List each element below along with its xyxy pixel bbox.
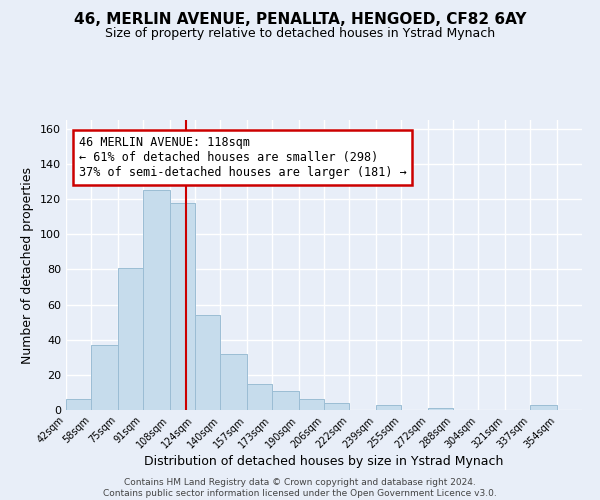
Text: Contains HM Land Registry data © Crown copyright and database right 2024.
Contai: Contains HM Land Registry data © Crown c…: [103, 478, 497, 498]
X-axis label: Distribution of detached houses by size in Ystrad Mynach: Distribution of detached houses by size …: [145, 456, 503, 468]
Y-axis label: Number of detached properties: Number of detached properties: [22, 166, 34, 364]
Bar: [195, 315, 220, 410]
Text: 46 MERLIN AVENUE: 118sqm
← 61% of detached houses are smaller (298)
37% of semi-: 46 MERLIN AVENUE: 118sqm ← 61% of detach…: [79, 136, 406, 179]
Bar: [299, 400, 324, 410]
Bar: [324, 403, 349, 410]
Text: Size of property relative to detached houses in Ystrad Mynach: Size of property relative to detached ho…: [105, 28, 495, 40]
Bar: [530, 404, 557, 410]
Bar: [170, 202, 195, 410]
Bar: [247, 384, 272, 410]
Text: 46, MERLIN AVENUE, PENALLTA, HENGOED, CF82 6AY: 46, MERLIN AVENUE, PENALLTA, HENGOED, CF…: [74, 12, 526, 28]
Bar: [143, 190, 170, 410]
Bar: [376, 404, 401, 410]
Bar: [272, 390, 299, 410]
Bar: [66, 400, 91, 410]
Bar: [118, 268, 143, 410]
Bar: [91, 345, 118, 410]
Bar: [428, 408, 453, 410]
Bar: [220, 354, 247, 410]
